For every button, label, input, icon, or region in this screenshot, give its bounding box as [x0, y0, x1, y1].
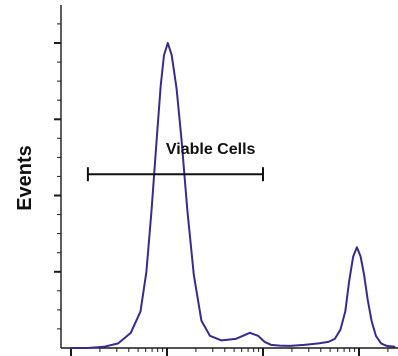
- gate-label: Viable Cells: [166, 141, 256, 158]
- x-ticks: [70, 348, 389, 356]
- y-ticks: [54, 23, 61, 330]
- histogram-series-line: [70, 42, 396, 349]
- viable-cells-gate: Viable Cells: [86, 141, 264, 182]
- y-axis-label: Events: [14, 145, 36, 211]
